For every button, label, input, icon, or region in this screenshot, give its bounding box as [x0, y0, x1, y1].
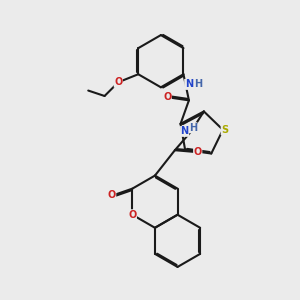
Text: O: O: [108, 190, 116, 200]
Text: O: O: [163, 92, 171, 102]
Text: H: H: [189, 123, 197, 133]
Text: O: O: [114, 77, 122, 87]
Text: O: O: [194, 147, 202, 157]
Text: H: H: [194, 80, 202, 89]
Text: O: O: [128, 210, 136, 220]
Text: N: N: [181, 126, 189, 136]
Text: S: S: [221, 125, 228, 135]
Text: N: N: [185, 80, 193, 89]
